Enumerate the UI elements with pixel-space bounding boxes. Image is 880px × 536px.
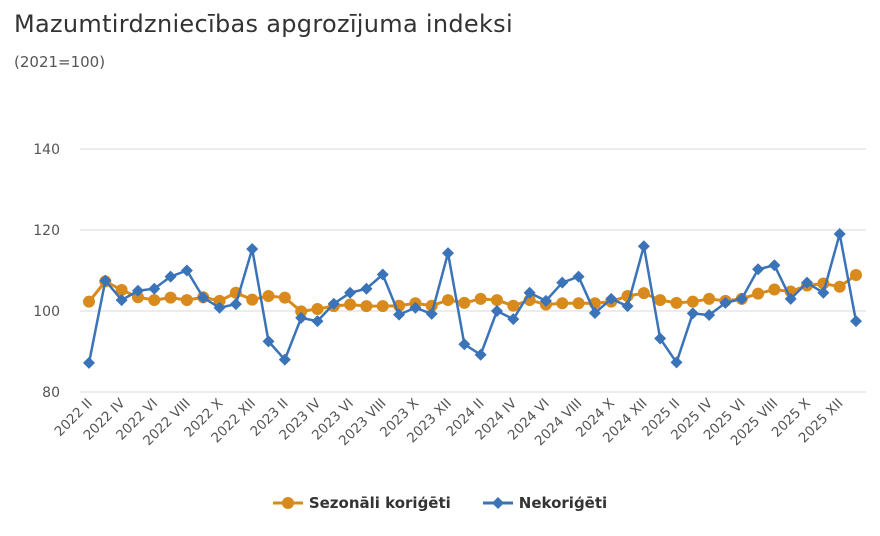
data-point [262,290,275,303]
data-point [686,307,699,320]
data-point [246,293,259,306]
data-point [213,301,226,314]
data-point [490,294,503,307]
data-point [654,294,667,307]
data-point [425,307,438,320]
data-point [360,300,373,313]
legend-label-unadjusted: Nekoriģēti [518,494,608,512]
data-point [768,283,781,296]
data-point [621,300,634,313]
data-point [295,305,308,318]
data-point [670,296,683,309]
data-point [703,292,716,305]
data-point [474,292,487,305]
data-point [588,307,601,320]
data-point [474,348,487,361]
data-point [180,264,193,277]
data-point [686,295,699,308]
data-point [523,286,536,299]
data-point [115,294,128,307]
legend-item-unadjusted[interactable]: Nekoriģēti [482,494,608,512]
data-point [670,356,683,369]
data-point [115,283,128,296]
data-point [752,263,765,276]
data-point [131,291,144,304]
data-point [850,315,862,328]
data-point [768,259,781,272]
data-point [784,292,797,305]
data-point [605,292,618,305]
data-point [278,291,291,304]
chart-subtitle: (2021=100) [14,53,106,71]
legend-item-seasonal[interactable]: Sezonāli koriģēti [272,494,451,512]
data-point [719,296,732,309]
data-point [311,315,324,328]
data-point [539,294,552,307]
data-point [458,338,471,351]
data-point [262,335,275,348]
data-point [229,298,242,311]
data-point [344,298,357,311]
legend: Sezonāli koriģēti Nekoriģēti [0,494,880,512]
data-point [409,301,422,314]
legend-label-seasonal: Sezonāli koriģēti [308,494,451,512]
data-point [801,276,814,289]
data-point [376,268,389,281]
data-point [556,276,569,289]
data-point [148,294,161,307]
data-point [572,297,585,310]
circle-marker-icon [272,497,303,509]
data-point [311,302,324,315]
data-point [213,294,226,307]
data-point [850,268,862,281]
y-tick-label: 120 [33,223,60,239]
data-point [393,308,406,321]
y-tick-label: 80 [42,385,60,401]
data-point [507,313,520,326]
data-point [376,300,389,313]
data-point [490,305,503,317]
data-point [197,291,210,304]
data-point [572,270,585,283]
data-point [344,286,357,299]
data-point [148,282,161,295]
data-point [295,311,308,324]
data-point [507,299,520,312]
data-point [703,309,716,322]
y-tick-label: 140 [33,142,60,158]
data-point [752,287,765,300]
data-point [637,240,650,253]
data-point [164,270,177,283]
data-point [735,292,748,305]
data-point [817,286,830,299]
data-point [637,287,650,300]
data-point [83,295,95,308]
data-point [458,296,471,309]
data-point [131,284,144,297]
data-point [83,356,95,369]
data-point [556,297,569,310]
data-point [833,228,846,241]
data-point [278,353,291,366]
data-point [180,294,193,307]
y-tick-label: 100 [33,304,60,320]
data-point [833,280,846,293]
data-point [360,282,373,295]
data-point [99,274,112,287]
data-point [327,297,340,310]
data-point [442,294,455,307]
chart-title: Mazumtirdzniecības apgrozījuma indeksi [14,10,513,38]
data-point [164,291,177,304]
data-point [654,332,667,345]
data-point [442,247,455,260]
diamond-marker-icon [482,497,513,509]
data-point [246,243,259,256]
